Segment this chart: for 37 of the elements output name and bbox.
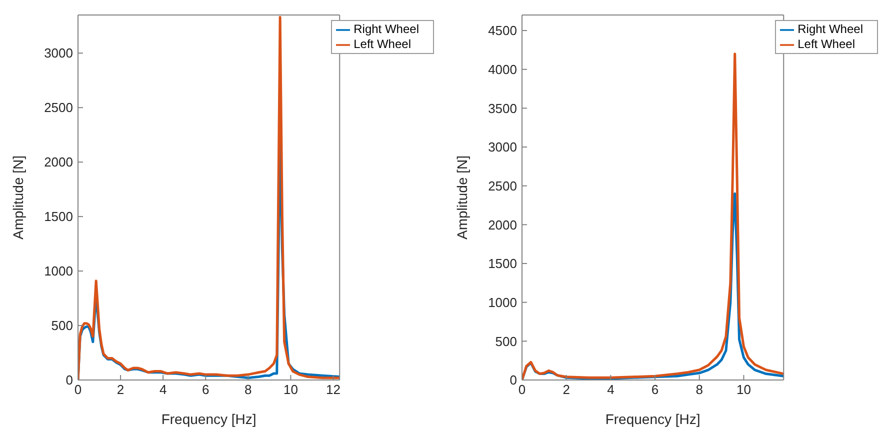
y-tick-label: 0 xyxy=(510,372,517,388)
y-tick-label: 1500 xyxy=(44,209,73,224)
x-tick-label: 8 xyxy=(696,382,703,398)
y-tick-label: 500 xyxy=(51,318,73,334)
y-axis-title: Amplitude [N] xyxy=(454,155,470,240)
y-tick-label: 2500 xyxy=(488,178,517,194)
y-tick-label: 3000 xyxy=(44,46,73,61)
y-tick-label: 2000 xyxy=(44,154,73,170)
y-tick-label: 2500 xyxy=(44,100,73,116)
x-axis-title: Frequency [Hz] xyxy=(161,411,256,427)
x-tick-label: 4 xyxy=(607,382,614,398)
legend-label: Left Wheel xyxy=(354,36,411,51)
x-tick-label: 4 xyxy=(159,382,167,398)
x-tick-label: 6 xyxy=(202,382,210,398)
x-axis-title: Frequency [Hz] xyxy=(605,411,700,427)
y-tick-label: 1000 xyxy=(44,264,73,279)
x-tick-label: 10 xyxy=(736,382,751,398)
y-tick-label: 0 xyxy=(66,372,73,388)
y-tick-label: 3000 xyxy=(488,140,517,155)
y-tick-label: 4500 xyxy=(488,23,517,38)
x-tick-label: 2 xyxy=(116,382,124,398)
y-tick-label: 3500 xyxy=(488,100,517,116)
legend-label: Right Wheel xyxy=(354,22,419,36)
y-tick-label: 1000 xyxy=(488,294,517,310)
x-tick-label: 2 xyxy=(562,382,570,398)
y-axis-title: Amplitude [N] xyxy=(10,155,26,240)
y-tick-label: 1500 xyxy=(488,256,517,272)
line-series xyxy=(78,16,340,380)
y-tick-label: 2000 xyxy=(488,217,517,232)
y-tick-label: 4000 xyxy=(488,62,517,77)
x-tick-label: 6 xyxy=(651,382,659,398)
legend-label: Right Wheel xyxy=(798,22,863,36)
legend-label: Left Wheel xyxy=(798,36,855,51)
y-tick-label: 500 xyxy=(495,334,517,349)
x-tick-label: 8 xyxy=(244,382,252,398)
x-tick-label: 10 xyxy=(283,382,298,398)
x-tick-label: 12 xyxy=(326,382,340,398)
